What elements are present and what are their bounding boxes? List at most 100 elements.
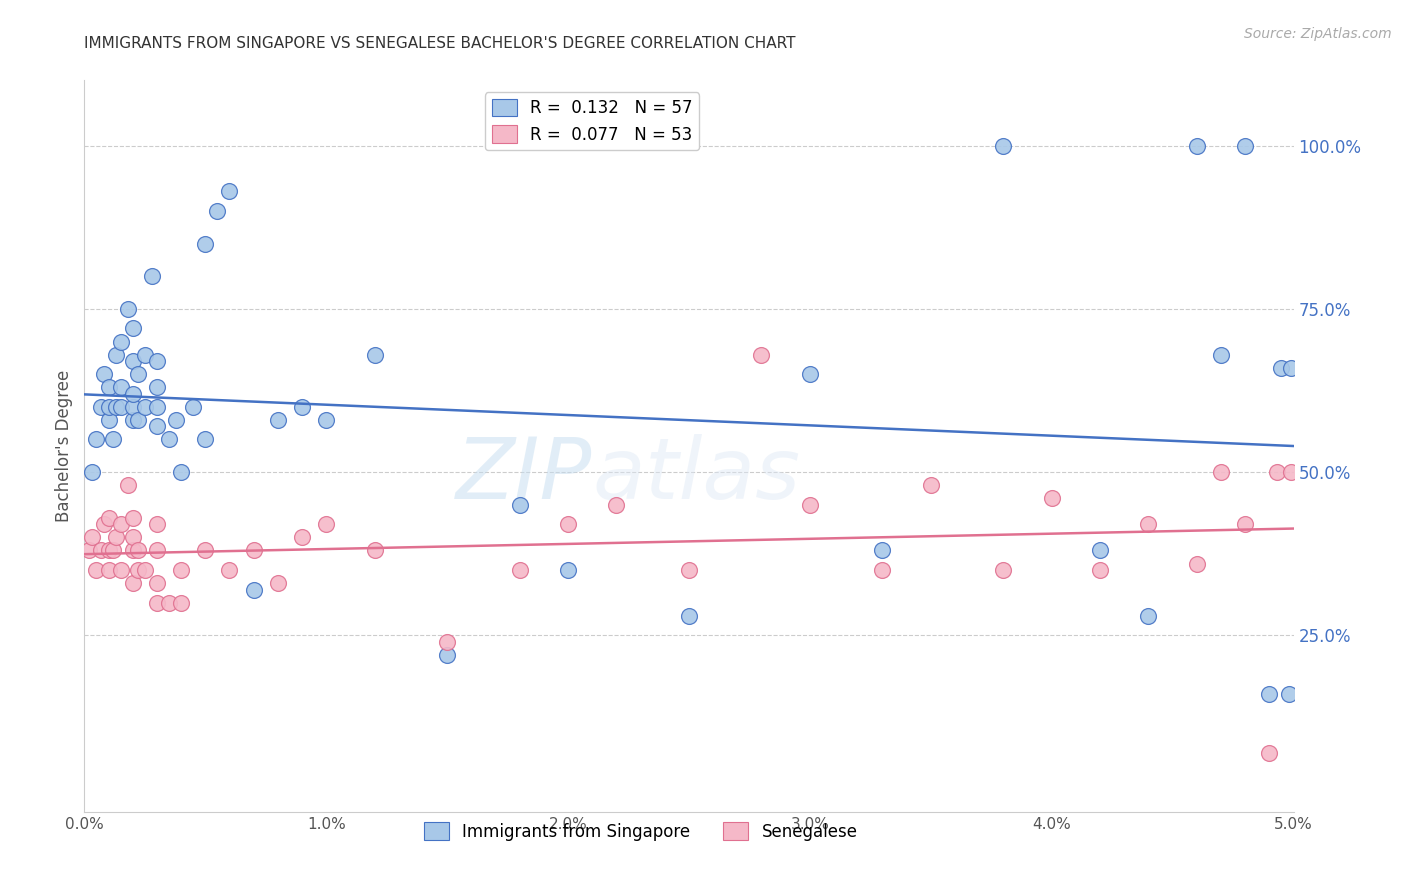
Point (1279, 360, 1302, 375)
Point (1270, 360, 1292, 375)
Point (993, 563, 1015, 577)
Point (181, 400, 204, 414)
Text: ZIP: ZIP (456, 434, 592, 516)
Point (97, 563, 120, 577)
Point (799, 498, 821, 512)
Point (121, 413, 143, 427)
Point (97, 413, 120, 427)
Point (170, 596, 193, 610)
Point (104, 530, 127, 544)
Point (93, 367, 115, 381)
Point (134, 347, 156, 362)
Point (97, 511, 120, 525)
Point (1040, 491, 1063, 506)
Point (557, 563, 579, 577)
Point (1279, 465, 1302, 479)
Point (993, 138, 1015, 153)
Point (1258, 746, 1281, 760)
Point (97, 380, 120, 394)
Point (315, 413, 337, 427)
Point (121, 400, 143, 414)
Point (127, 543, 149, 558)
Point (872, 543, 894, 558)
Point (146, 517, 169, 532)
Point (170, 465, 193, 479)
Point (267, 576, 290, 591)
Point (1088, 563, 1111, 577)
Point (80, 530, 103, 544)
Point (1209, 347, 1232, 362)
Point (146, 543, 169, 558)
Point (678, 563, 700, 577)
Point (436, 635, 458, 649)
Point (194, 433, 217, 447)
Point (103, 543, 125, 558)
Point (605, 498, 627, 512)
Y-axis label: Bachelor's Degree: Bachelor's Degree (55, 370, 73, 522)
Point (207, 203, 229, 218)
Point (97, 400, 120, 414)
Point (751, 347, 773, 362)
Point (1088, 543, 1111, 558)
Point (170, 563, 193, 577)
Point (117, 478, 139, 492)
Point (218, 563, 240, 577)
Point (146, 596, 169, 610)
Point (920, 478, 942, 492)
Point (872, 563, 894, 577)
Legend: Immigrants from Singapore, Senegalese: Immigrants from Singapore, Senegalese (416, 816, 865, 847)
Point (121, 511, 143, 525)
Point (146, 576, 169, 591)
Point (134, 563, 156, 577)
Point (117, 301, 139, 316)
Point (1209, 465, 1232, 479)
Point (90, 543, 112, 558)
Point (110, 563, 132, 577)
Point (80, 465, 103, 479)
Point (1278, 687, 1301, 701)
Text: Source: ZipAtlas.com: Source: ZipAtlas.com (1244, 27, 1392, 41)
Point (121, 354, 143, 368)
Point (557, 517, 579, 532)
Point (121, 321, 143, 335)
Point (363, 543, 385, 558)
Point (242, 582, 264, 597)
Point (1234, 517, 1257, 532)
Point (127, 413, 149, 427)
Point (799, 367, 821, 381)
Point (121, 543, 143, 558)
Point (103, 433, 125, 447)
Point (141, 269, 163, 284)
Point (1258, 687, 1281, 701)
Point (86, 563, 108, 577)
Point (146, 419, 169, 434)
Point (157, 596, 180, 610)
Point (315, 517, 337, 532)
Point (291, 530, 314, 544)
Point (157, 433, 180, 447)
Text: IMMIGRANTS FROM SINGAPORE VS SENEGALESE BACHELOR'S DEGREE CORRELATION CHART: IMMIGRANTS FROM SINGAPORE VS SENEGALESE … (84, 36, 796, 51)
Point (509, 498, 531, 512)
Point (165, 413, 187, 427)
Point (110, 334, 132, 349)
Point (436, 648, 458, 662)
Point (1185, 557, 1208, 571)
Point (678, 608, 700, 623)
Point (110, 380, 132, 394)
Point (291, 400, 314, 414)
Point (90, 400, 112, 414)
Point (97, 543, 120, 558)
Point (146, 354, 169, 368)
Point (1234, 138, 1257, 153)
Point (127, 367, 149, 381)
Point (86, 433, 108, 447)
Point (121, 530, 143, 544)
Point (134, 400, 156, 414)
Point (1265, 465, 1288, 479)
Point (1185, 138, 1208, 153)
Point (242, 543, 264, 558)
Point (509, 563, 531, 577)
Point (77, 543, 100, 558)
Point (93, 517, 115, 532)
Point (121, 386, 143, 401)
